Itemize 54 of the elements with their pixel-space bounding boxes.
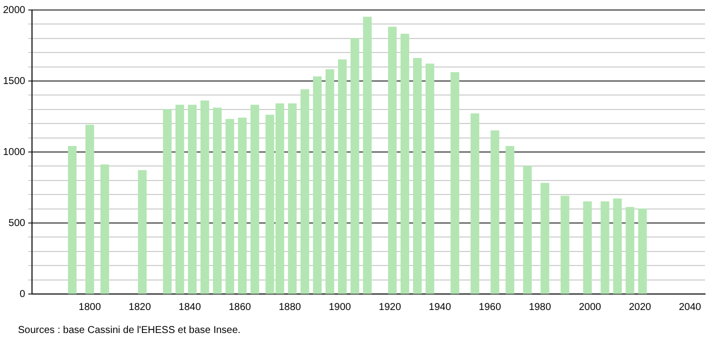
bar bbox=[413, 58, 422, 294]
y-tick-label: 1000 bbox=[2, 146, 26, 158]
bar bbox=[200, 100, 210, 294]
bar bbox=[313, 76, 322, 294]
bar bbox=[85, 124, 94, 294]
x-tick-label: 1860 bbox=[228, 302, 252, 313]
bar bbox=[162, 109, 172, 294]
x-tick-label: 1940 bbox=[428, 302, 452, 313]
bar bbox=[506, 146, 514, 294]
bar bbox=[100, 164, 110, 294]
x-tick-label: 1900 bbox=[328, 302, 352, 313]
bar bbox=[338, 59, 347, 294]
y-tick-label: 1500 bbox=[2, 76, 26, 87]
x-tick-label: 1820 bbox=[128, 302, 152, 313]
x-tick-label: 1960 bbox=[478, 302, 502, 313]
bar bbox=[363, 16, 372, 294]
x-tick-label: 1880 bbox=[278, 302, 302, 313]
bar bbox=[450, 72, 460, 294]
bar bbox=[250, 104, 260, 294]
x-tick-label: 2040 bbox=[678, 302, 702, 313]
y-tick-label: 2000 bbox=[2, 4, 26, 16]
bar bbox=[523, 166, 532, 294]
bar bbox=[326, 69, 334, 294]
x-tick-label: 1980 bbox=[528, 302, 552, 313]
y-tick-label: 0 bbox=[20, 288, 26, 300]
bar bbox=[626, 207, 634, 294]
bar bbox=[175, 104, 184, 294]
bar bbox=[426, 64, 434, 294]
bar bbox=[613, 198, 622, 294]
bar bbox=[638, 208, 647, 294]
bar bbox=[400, 34, 410, 294]
x-tick-label: 2020 bbox=[628, 302, 652, 313]
bar bbox=[225, 119, 234, 294]
source-note: Sources : base Cassini de l'EHESS et base Insee. bbox=[18, 325, 241, 336]
x-tick-label: 1800 bbox=[78, 302, 102, 313]
y-tick-label: 500 bbox=[8, 218, 26, 229]
x-tick-label: 2000 bbox=[578, 302, 602, 313]
bar bbox=[68, 146, 77, 294]
x-tick-label: 1920 bbox=[378, 302, 402, 313]
bar bbox=[212, 108, 222, 294]
x-tick-label: 1840 bbox=[178, 302, 202, 313]
bar bbox=[583, 201, 592, 294]
bar bbox=[238, 118, 247, 294]
bar bbox=[560, 196, 570, 294]
bar bbox=[490, 130, 500, 294]
bar bbox=[600, 201, 610, 294]
bar bbox=[470, 113, 480, 294]
bar bbox=[350, 38, 360, 294]
bar bbox=[288, 103, 297, 294]
bar bbox=[188, 104, 197, 294]
bar bbox=[300, 89, 310, 294]
bar bbox=[540, 182, 550, 294]
bar bbox=[388, 26, 397, 294]
bar bbox=[138, 170, 147, 294]
